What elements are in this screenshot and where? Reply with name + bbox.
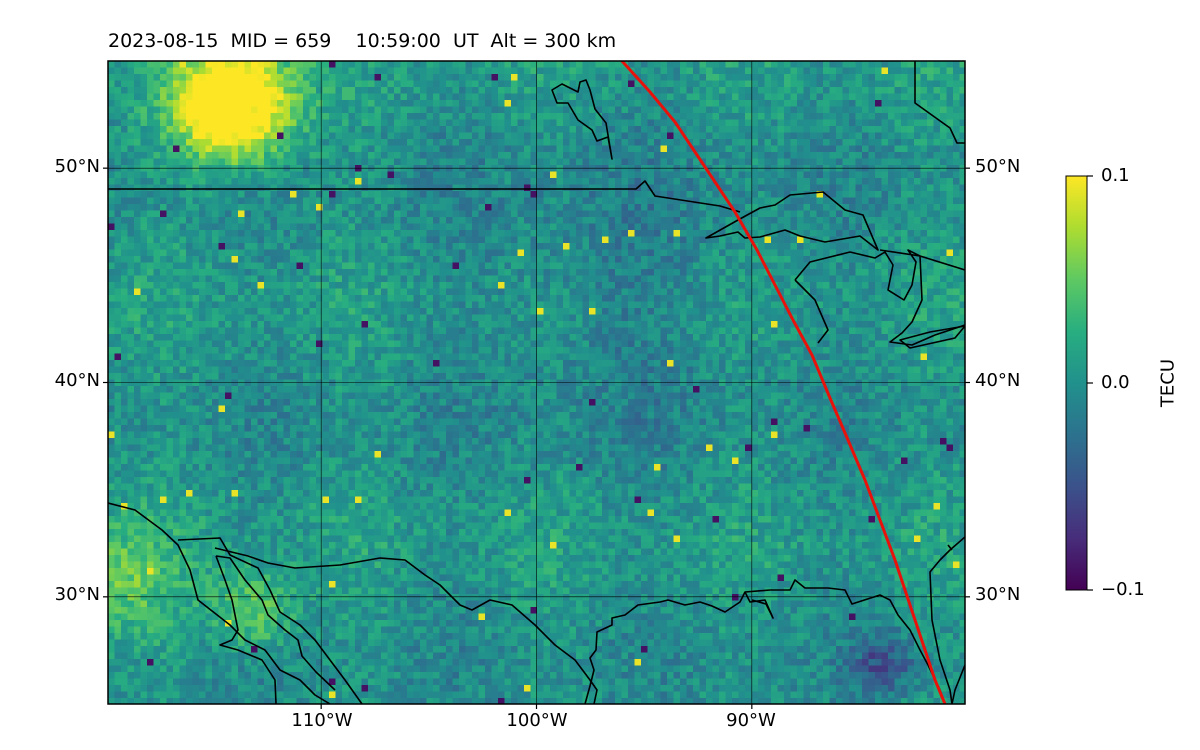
pacific-baja-coast [108,502,331,704]
gulf-coast [584,579,946,704]
lake-michigan-huron [794,249,965,346]
lon-label-100w: 100°W [506,710,568,731]
northeast-coast [914,61,965,144]
lon-label-90w: 90°W [726,710,776,731]
gulf-of-california [177,537,363,704]
lat-label-left-30: 30°N [54,584,100,605]
plot-title: 2023-08-15 MID = 659 10:59:00 UT Alt = 3… [108,30,617,52]
colorbar-bar [1065,175,1088,591]
coastlines [108,61,965,704]
tec-heatmap [108,61,965,704]
colorbar-tick-label-min: −0.1 [1101,579,1145,600]
colorbar-ticks [1087,175,1093,591]
colorbar-tick-label-max: 0.1 [1101,165,1130,186]
satellite-track [620,61,947,704]
lat-label-right-30: 30°N [975,584,1021,605]
lon-label-110w: 110°W [291,710,353,731]
colorbar-tick-label-zero: 0.0 [1101,372,1130,393]
hudson-bay-coast [551,79,613,160]
lat-label-left-50: 50°N [54,156,100,177]
lat-label-right-50: 50°N [975,156,1021,177]
us-canada-border [108,180,741,213]
lat-label-right-40: 40°N [975,370,1021,391]
colorbar-label: TECU [1157,358,1179,408]
mexico-us-border [214,547,598,704]
map-gridlines [108,61,965,704]
axis-ticks [103,167,970,709]
lake-erie [899,325,965,349]
lat-label-left-40: 40°N [54,370,100,391]
florida-atlantic-coast [929,536,965,704]
lake-superior [705,191,879,251]
